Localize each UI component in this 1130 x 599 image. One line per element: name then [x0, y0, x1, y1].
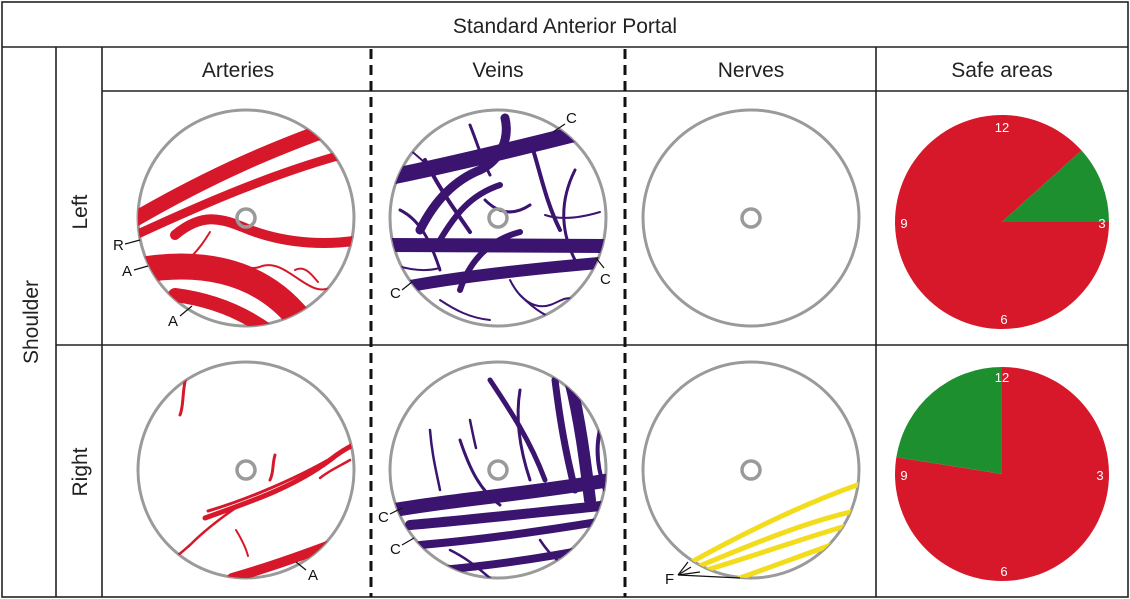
structure-label-c: C: [390, 285, 401, 302]
structure-label-c: C: [566, 110, 577, 127]
left-nerves-view: [641, 108, 861, 328]
leader-line: [295, 561, 307, 571]
figure-title: Standard Anterior Portal: [453, 15, 677, 38]
artery-vessels: [170, 375, 354, 578]
left-arteries-view: R A A: [113, 108, 356, 330]
unsafe-area-slice: [895, 367, 1110, 581]
structure-label-a: A: [122, 263, 132, 280]
portal-ring: [487, 459, 509, 481]
row-label-right: Right: [69, 447, 92, 496]
column-header-safe-areas: Safe areas: [951, 59, 1053, 82]
safe-area-slice: [1002, 150, 1109, 222]
left-safe-areas-clock: 12 3 6 9: [894, 114, 1109, 329]
portal-ring: [740, 207, 762, 229]
clock-label-6: 6: [1000, 564, 1007, 579]
leader-line: [401, 281, 413, 291]
leader-lines-f: [677, 561, 741, 579]
right-arteries-view: A: [136, 360, 356, 584]
region-label-shoulder: Shoulder: [20, 280, 43, 364]
unsafe-area-slice: [894, 114, 1109, 329]
column-header-nerves: Nerves: [718, 59, 785, 82]
right-nerves-view: F: [641, 360, 861, 588]
vein-vessels: [390, 374, 606, 578]
row-label-left: Left: [69, 194, 92, 229]
portal-ring: [235, 207, 257, 229]
leader-line: [401, 537, 415, 546]
portal-ring: [235, 459, 257, 481]
clock-label-3: 3: [1098, 216, 1105, 231]
leader-line: [179, 305, 193, 317]
portal-ring: [740, 459, 762, 481]
structure-label-a: A: [308, 567, 318, 584]
clock-label-9: 9: [900, 468, 907, 483]
column-header-arteries: Arteries: [202, 59, 274, 82]
right-safe-areas-clock: 12 3 6 9: [895, 367, 1110, 581]
clock-label-9: 9: [900, 216, 907, 231]
endoscope-view-circle: [641, 108, 861, 328]
structure-label-c: C: [390, 541, 401, 558]
clock-label-6: 6: [1000, 312, 1007, 327]
leader-line: [552, 123, 566, 133]
structure-label-f: F: [665, 571, 674, 588]
clock-label-3: 3: [1096, 468, 1103, 483]
left-veins-view: C C C: [388, 108, 611, 328]
structure-label-a: A: [168, 313, 178, 330]
structure-label-c: C: [600, 271, 611, 288]
column-header-veins: Veins: [472, 59, 523, 82]
leader-line: [124, 239, 141, 245]
leader-line: [389, 507, 403, 515]
portal-ring: [487, 207, 509, 229]
safe-area-slice: [896, 367, 1002, 474]
clock-label-12: 12: [995, 370, 1009, 385]
leader-line: [595, 257, 605, 269]
clock-label-12: 12: [995, 120, 1009, 135]
structure-label-r: R: [113, 237, 124, 254]
structure-label-c: C: [378, 509, 389, 526]
right-veins-view: C C: [378, 360, 608, 580]
leader-line: [133, 265, 149, 271]
